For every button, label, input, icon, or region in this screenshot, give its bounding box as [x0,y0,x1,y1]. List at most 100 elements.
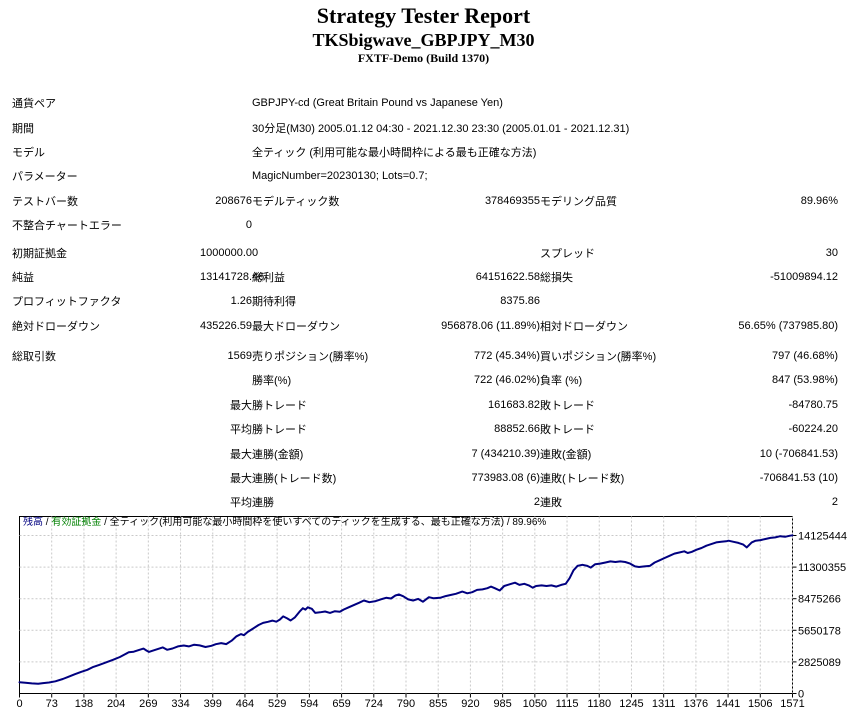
row-label: 純益 [12,271,34,284]
x-axis-label: 269 [139,698,157,710]
x-axis-label: 1571 [780,698,804,710]
row-label [12,368,200,392]
row-value: 全ティック (利用可能な最小時間枠による最も正確な方法) [252,146,537,159]
row-label: 連勝(金額) [252,448,304,461]
row-label [12,393,200,417]
row-label: テストバー数 [12,195,78,208]
row-subvalue [200,368,252,392]
row-subvalue: 最大 [230,399,252,412]
row-subvalue: 435226.59 [200,319,252,332]
row-value: 722 (46.02%) [473,374,540,387]
y-axis-label: 8475266 [798,594,841,606]
y-axis-label: 5650178 [798,625,841,637]
row-subvalue: 0 [245,219,252,232]
row-value: -84780.75 [788,398,839,411]
row-subvalue: 最大 [230,473,252,486]
row-label: 売りポジション(勝率%) [252,351,369,364]
row-label: モデリング品質 [540,195,617,208]
table-row: 期間 30分足(M30) 2005.01.12 04:30 - 2021.12.3… [12,115,838,139]
table-row: 不整合チャートエラー 0 [12,213,838,237]
row-value: GBPJPY-cd (Great Britain Pound vs Japane… [252,97,503,110]
chart-header-text: / 全ティック(利用可能な最小時間枠を使いすべてのティックを生成する、最も正確な… [101,515,546,528]
table-row: 平均 連勝 2 連敗 2 [12,490,838,514]
row-value: 773983.08 (6) [471,472,541,485]
legend-equity: 有効証拠金 [51,515,101,528]
row-label: 勝トレード [252,424,307,437]
row-label: 連勝 [252,497,274,510]
table-row: 勝率(%) 722 (46.02%) 負率 (%) 847 (53.98%) [12,368,838,392]
row-value: 7 (434210.39) [471,447,541,460]
row-value: 847 (53.98%) [771,374,839,387]
table-row: 絶対ドローダウン 435226.59 最大ドローダウン 956878.06 (11.8… [12,314,838,338]
x-axis-label: 1441 [716,698,740,710]
row-label: 期間 [12,122,34,135]
row-value: MagicNumber=20230130; Lots=0.7; [252,170,428,183]
row-subvalue [200,164,252,188]
row-subvalue: 1.26 [230,295,252,308]
row-label: 連敗(トレード数) [540,473,625,486]
y-axis-label: 2825089 [798,657,841,669]
row-label: 買いポジション(勝率%) [540,351,657,364]
row-value: 797 (46.68%) [771,350,839,363]
row-label: 連勝(トレード数) [252,473,337,486]
row-value: 30分足(M30) 2005.01.12 04:30 - 2021.12.30 … [252,122,630,135]
x-axis-label: 529 [268,698,286,710]
row-value [680,213,838,237]
table-row: プロフィットファクタ 1.26 期待利得 8375.86 [12,289,838,313]
row-value: 161683.82 [488,398,540,411]
row-value: 956878.06 (11.89%) [441,319,540,332]
row-subvalue: 平均 [230,497,252,510]
x-axis-label: 138 [75,698,93,710]
row-subvalue: 208676 [215,194,252,207]
x-axis-label: 0 [16,698,22,710]
row-subvalue [200,115,252,139]
table-row: テストバー数 208676 モデルティック数 378469355 モデリング品質 89.9… [12,189,838,213]
row-subvalue: 13141728.46 [200,270,265,283]
row-value: 88852.66 [494,423,540,436]
y-axis-label: 11300355 [798,562,846,574]
x-axis-label: 724 [365,698,383,710]
table-row: 総取引数 1569 売りポジション(勝率%) 772 (45.34%) 買いポジション(… [12,344,838,368]
row-value: 772 (45.34%) [473,350,540,363]
x-axis-label: 73 [46,698,58,710]
row-value: 30 [825,246,839,259]
x-axis-label: 399 [204,698,222,710]
row-value: -51009894.12 [770,270,839,283]
balance-line [18,534,794,685]
legend-balance: 残高 [23,515,43,528]
row-subvalue: 最大 [230,448,252,461]
x-axis-label: 1311 [652,698,676,710]
row-label [12,466,200,490]
row-label: 勝率(%) [252,375,292,388]
x-axis-label: 1115 [556,698,579,710]
x-axis-label: 855 [429,698,447,710]
row-label [252,240,420,264]
x-axis-label: 594 [300,698,318,710]
row-label [540,289,680,313]
table-row: 初期証拠金 1000000.00 スプレッド 30 [12,240,838,264]
x-axis-label: 659 [332,698,350,710]
row-label: モデルティック数 [252,195,340,208]
balance-chart: 0 73 138 204 269 334 399 464 529 594 659 724 790 855 9… [16,515,847,710]
x-axis-label: 920 [461,698,479,710]
x-axis-label: 1376 [684,698,708,710]
row-label: 初期証拠金 [12,247,67,260]
row-value: 56.65% (737985.80) [738,319,839,332]
row-subvalue [200,91,252,115]
row-value: 2 [533,496,540,509]
y-axis-label: 0 [798,689,804,701]
table-row: 平均 勝トレード 88852.66 敗トレード -60224.20 [12,417,838,441]
table-row: 最大 連勝(金額) 7 (434210.39) 連敗(金額) 10 (-706841.5… [12,441,838,465]
x-axis-label: 985 [493,698,511,710]
row-label: プロフィットファクタ [12,296,122,309]
row-value: -60224.20 [788,423,839,436]
report-header: Strategy Tester Report TKSbigwave_GBPJPY… [0,0,847,66]
row-label: 負率 (%) [540,375,583,388]
row-label: 敗トレード [540,399,595,412]
row-value: 10 (-706841.53) [759,447,839,460]
row-label: 通貨ペア [12,98,56,111]
table-row: パラメーター MagicNumber=20230130; Lots=0.7; [12,164,838,188]
table-row: モデル 全ティック (利用可能な最小時間枠による最も正確な方法) [12,140,838,164]
row-label: パラメーター [12,171,78,184]
chart-header: 残高 / 有効証拠金 / 全ティック(利用可能な最小時間枠を使いすべてのティック… [23,515,546,528]
